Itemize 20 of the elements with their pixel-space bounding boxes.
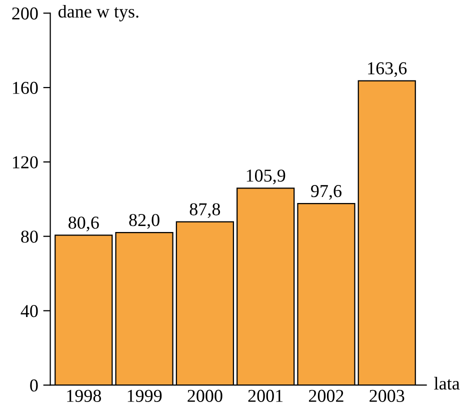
- x-axis-title: lata: [434, 376, 460, 390]
- x-tick-label: 1999: [128, 390, 162, 402]
- x-tick-label: 2002: [308, 390, 344, 402]
- x-tick-label: 2001: [248, 390, 283, 402]
- data-label: 87,8: [190, 203, 220, 218]
- x-tick-label: 2000: [188, 390, 222, 402]
- data-label: 105,9: [246, 170, 286, 184]
- y-tick-label: 40: [20, 304, 38, 318]
- data-label: 163,6: [368, 62, 407, 77]
- y-tick-label: 200: [12, 7, 38, 20]
- x-tick-label: 1998: [67, 390, 102, 402]
- y-axis-title: dane w tys.: [58, 4, 138, 22]
- data-label: 80,6: [68, 216, 99, 232]
- y-tick-label: 120: [12, 156, 38, 168]
- y-tick-label: 0: [30, 379, 38, 392]
- y-tick-label: 160: [12, 82, 38, 94]
- y-tick-label: 80: [21, 230, 38, 243]
- data-label: 82,0: [129, 214, 160, 229]
- x-tick-label: 2003: [370, 390, 404, 402]
- data-label: 97,6: [311, 185, 342, 200]
